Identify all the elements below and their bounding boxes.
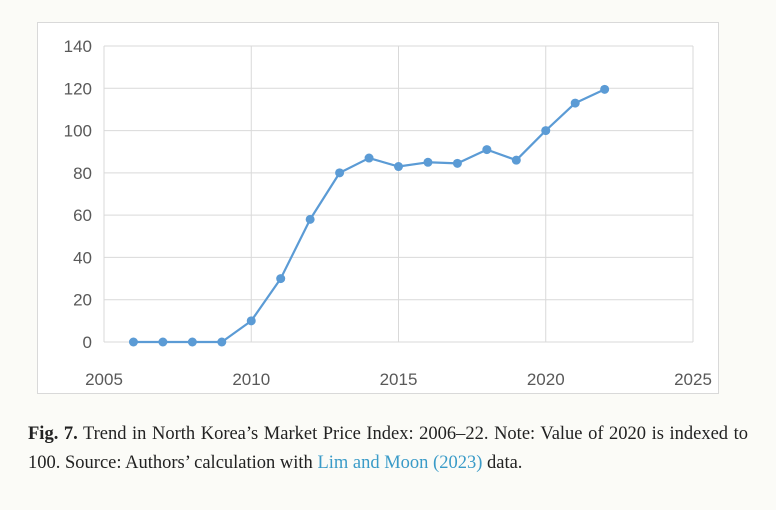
data-point[interactable] bbox=[217, 337, 227, 347]
chart-frame: 2005 2010 2015 2020 2025 0 20 40 60 80 100 120 140 bbox=[37, 22, 719, 394]
data-point[interactable] bbox=[482, 145, 492, 155]
x-axis-ticks: 2005 2010 2015 2020 2025 bbox=[85, 370, 712, 389]
data-point[interactable] bbox=[128, 337, 138, 347]
y-tick-label: 20 bbox=[73, 291, 92, 310]
x-tick-label: 2005 bbox=[85, 370, 123, 389]
y-tick-label: 40 bbox=[73, 248, 92, 267]
data-point[interactable] bbox=[511, 155, 521, 165]
series-layer bbox=[128, 84, 610, 347]
x-tick-label: 2020 bbox=[527, 370, 565, 389]
data-point[interactable] bbox=[394, 162, 403, 172]
y-tick-label: 80 bbox=[73, 164, 92, 183]
y-tick-label: 100 bbox=[64, 122, 92, 141]
y-tick-label: 120 bbox=[64, 79, 92, 98]
data-point[interactable] bbox=[541, 126, 551, 136]
caption-text: Trend in North Korea’s Market Price Inde… bbox=[28, 424, 748, 473]
caption-text-end: data. bbox=[482, 453, 523, 473]
data-point[interactable] bbox=[276, 274, 286, 284]
x-tick-label: 2025 bbox=[674, 370, 712, 389]
grid-layer bbox=[103, 45, 694, 343]
data-point[interactable] bbox=[423, 157, 433, 167]
figure-label: Fig. 7. bbox=[28, 424, 78, 444]
figure-caption: Fig. 7. Trend in North Korea’s Market Pr… bbox=[28, 420, 748, 478]
data-point[interactable] bbox=[335, 168, 345, 178]
y-tick-label: 140 bbox=[64, 37, 92, 56]
series-line bbox=[133, 88, 606, 344]
data-point[interactable] bbox=[187, 337, 197, 347]
y-axis-ticks: 0 20 40 60 80 100 120 140 bbox=[64, 37, 92, 352]
data-point[interactable] bbox=[364, 153, 374, 163]
line-chart: 2005 2010 2015 2020 2025 0 20 40 60 80 100 120 140 bbox=[64, 37, 712, 389]
y-tick-label: 60 bbox=[73, 206, 92, 225]
data-point[interactable] bbox=[158, 337, 168, 347]
data-point[interactable] bbox=[246, 316, 256, 326]
data-point[interactable] bbox=[305, 214, 315, 224]
data-point[interactable] bbox=[600, 84, 610, 94]
y-tick-label: 0 bbox=[83, 333, 92, 352]
x-tick-label: 2010 bbox=[232, 370, 270, 389]
citation-link[interactable]: Lim and Moon (2023) bbox=[317, 453, 483, 473]
data-point[interactable] bbox=[452, 158, 462, 168]
data-point[interactable] bbox=[570, 98, 580, 108]
x-tick-label: 2015 bbox=[380, 370, 418, 389]
